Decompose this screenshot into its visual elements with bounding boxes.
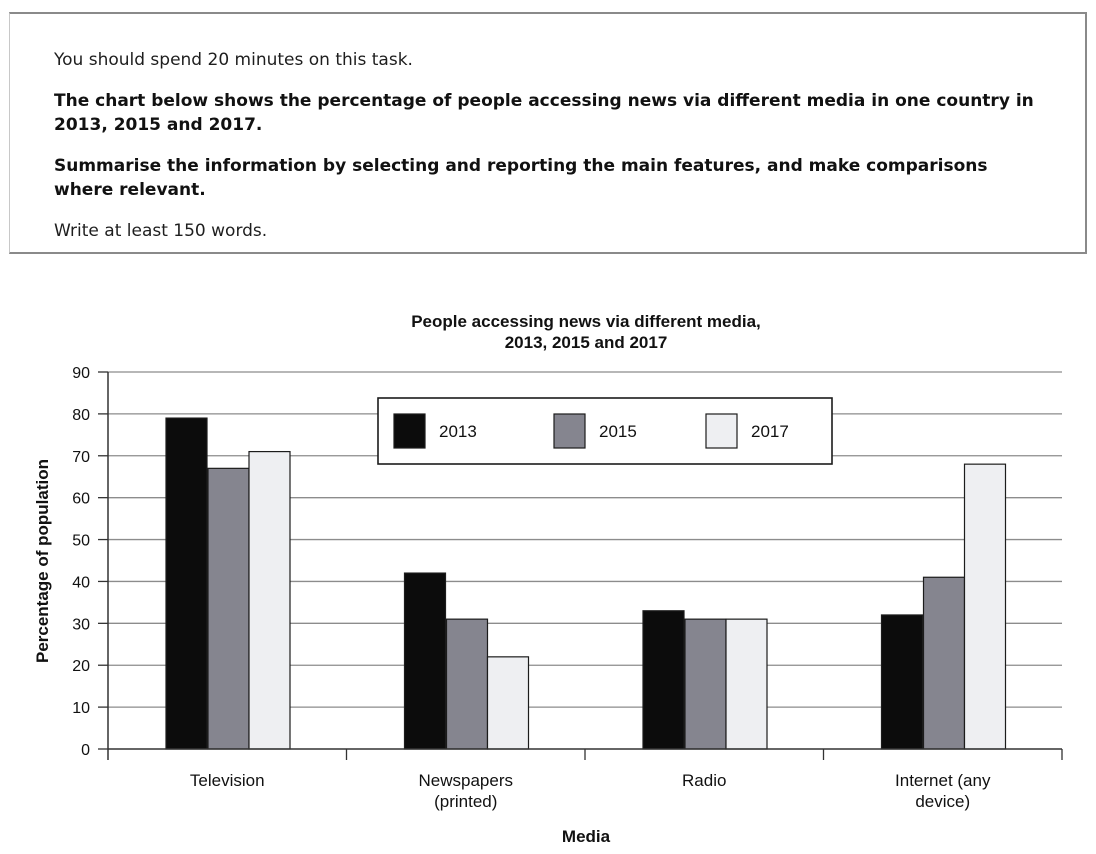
axes <box>98 371 1063 760</box>
legend: 2013 2015 2017 <box>377 397 833 465</box>
legend-swatch-2015 <box>553 413 586 449</box>
chart-title-line: People accessing news via different medi… <box>411 312 761 331</box>
y-tick-label: 40 <box>72 574 90 591</box>
legend-swatch-2017 <box>705 413 738 449</box>
x-category-label: Television <box>190 771 265 790</box>
bar-2013-internet-any-device- <box>880 614 924 750</box>
x-axis-label: Media <box>562 827 611 846</box>
y-tick-label: 10 <box>72 700 90 717</box>
labels: 0 10 20 30 40 50 60 70 80 90 Television Newspapers (… <box>33 312 991 846</box>
y-axis-label: Percentage of population <box>33 459 52 663</box>
x-category-label: (printed) <box>434 792 497 811</box>
bar-2017-television <box>248 450 291 750</box>
y-tick-label: 0 <box>81 742 90 759</box>
legend-swatch-2013 <box>393 413 426 449</box>
legend-label-2015: 2015 <box>599 422 637 441</box>
task-instruction-line-1: Summarise the information by selecting a… <box>54 156 988 176</box>
x-category-label: device) <box>915 792 970 811</box>
task-description-line-1: The chart below shows the percentage of … <box>54 91 1034 111</box>
task-instructions-box: You should spend 20 minutes on this task… <box>9 12 1087 254</box>
x-category-label: Newspapers <box>419 771 514 790</box>
x-category-label: Internet (any <box>895 771 991 790</box>
bar-2015-radio <box>684 618 727 750</box>
legend-label-2017: 2017 <box>751 422 789 441</box>
time-instruction: You should spend 20 minutes on this task… <box>54 50 413 70</box>
word-count-instruction: Write at least 150 words. <box>54 221 268 241</box>
task-description-line-2: 2013, 2015 and 2017. <box>54 115 263 135</box>
legend-label-2013: 2013 <box>439 422 477 441</box>
bar-2017-radio <box>725 618 768 750</box>
bar-2017-internet-any-device- <box>963 463 1007 750</box>
bar-2015-newspapers-printed- <box>445 618 489 750</box>
bars <box>165 417 1007 750</box>
legend-box <box>377 397 833 465</box>
y-tick-label: 80 <box>72 407 90 424</box>
bar-2013-radio <box>642 610 685 750</box>
y-tick-label: 70 <box>72 449 90 466</box>
y-tick-label: 60 <box>72 491 90 508</box>
bar-2017-newspapers-printed- <box>486 656 530 750</box>
x-category-label: Radio <box>682 771 726 790</box>
bar-2013-newspapers-printed- <box>403 572 447 750</box>
bar-2013-television <box>165 417 208 750</box>
bar-2015-internet-any-device- <box>922 576 966 750</box>
y-tick-label: 20 <box>72 658 90 675</box>
bar-2015-television <box>207 467 250 750</box>
chart-title-line: 2013, 2015 and 2017 <box>505 333 668 352</box>
y-tick-label: 50 <box>72 533 90 550</box>
y-tick-label: 30 <box>72 616 90 633</box>
y-tick-label: 90 <box>72 365 90 382</box>
task-instruction-line-2: where relevant. <box>54 180 206 200</box>
